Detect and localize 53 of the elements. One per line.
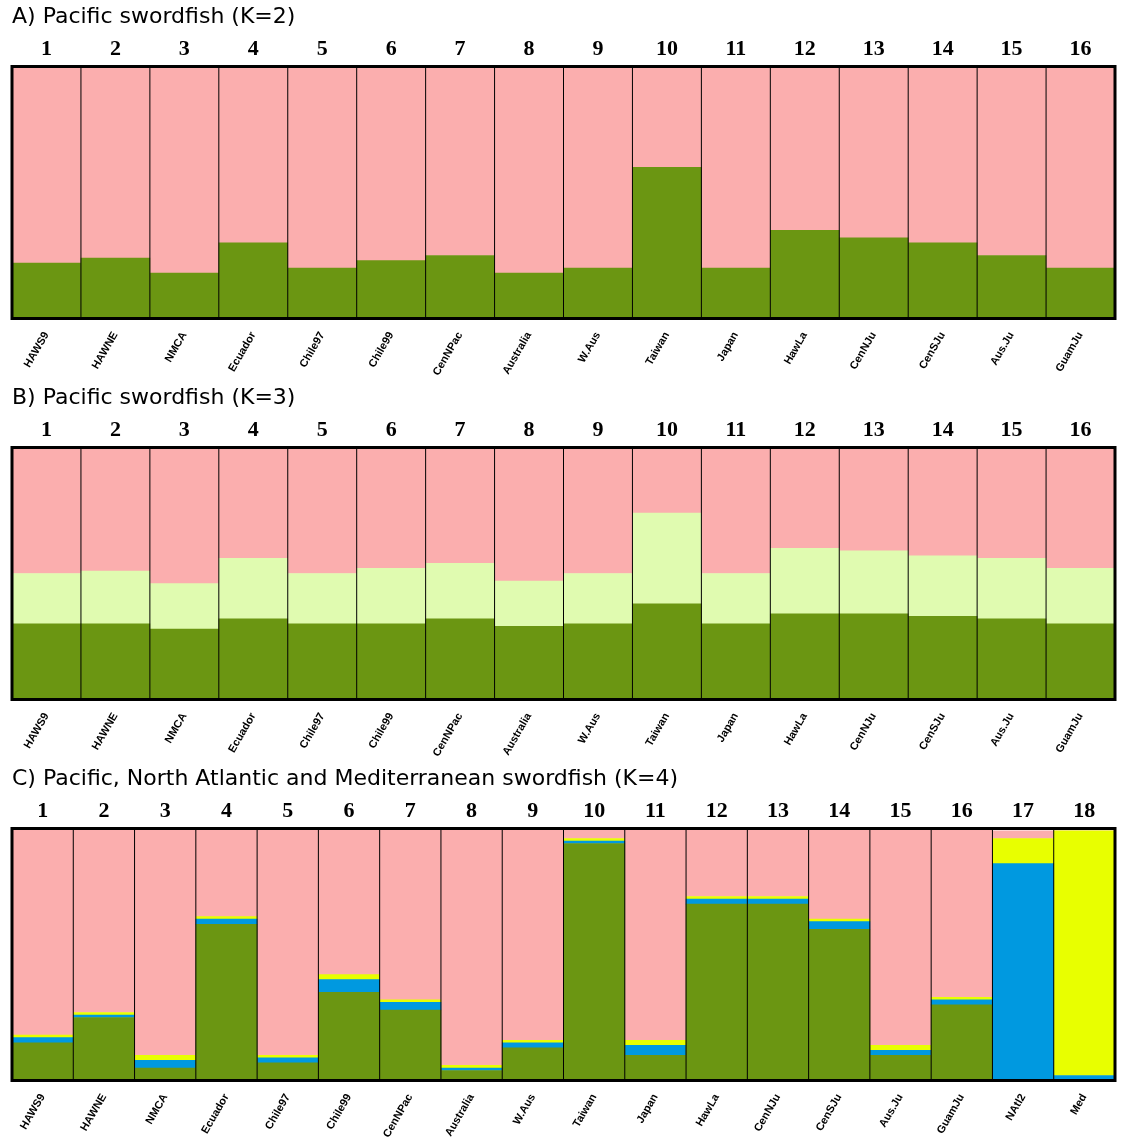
text: 9 [527,797,539,823]
text: 3 [159,797,171,823]
text: 6 [343,797,355,823]
text: 9 [592,35,604,61]
text: 2 [109,416,121,442]
text: 11 [725,35,747,61]
text: 10 [655,416,678,442]
text: 8 [523,35,535,61]
text: 10 [655,35,678,61]
text: 14 [828,797,851,823]
text: 12 [705,797,728,823]
text: 7 [454,35,466,61]
text: 16 [1069,416,1092,442]
text: 9 [592,416,604,442]
text: 6 [385,416,397,442]
text: 1 [40,35,52,61]
text: 18 [1073,797,1096,823]
text: 13 [862,416,885,442]
text: 16 [1069,35,1092,61]
text: 1 [40,416,52,442]
text: 4 [220,797,232,823]
text: 13 [862,35,885,61]
text: 17 [1012,797,1035,823]
text: 5 [316,416,328,442]
text: 4 [247,35,259,61]
text: 16 [950,797,973,823]
text: 2 [98,797,110,823]
chart-title: A) Pacific swordfish (K=2) [12,2,296,28]
text: 8 [466,797,478,823]
text: 8 [523,416,535,442]
text: 2 [109,35,121,61]
text: 4 [247,416,259,442]
text: 13 [766,797,789,823]
chart-title: C) Pacific, North Atlantic and Mediterranean swordfish (K=4) [12,764,679,790]
text: 14 [931,35,954,61]
text: 15 [1000,35,1023,61]
text: 3 [178,416,190,442]
text: 7 [454,416,466,442]
text: 15 [1000,416,1023,442]
text: 3 [178,35,190,61]
text: 11 [645,797,666,823]
text: 15 [889,797,912,823]
text: 12 [793,416,816,442]
text: 10 [583,797,606,823]
text: 12 [793,35,816,61]
text: 5 [316,35,328,61]
text: 11 [725,416,747,442]
text: 14 [931,416,954,442]
text: 1 [37,797,49,823]
text: 7 [404,797,416,823]
chart-title: B) Pacific swordfish (K=3) [12,383,296,409]
text: 5 [282,797,294,823]
text: 6 [385,35,397,61]
